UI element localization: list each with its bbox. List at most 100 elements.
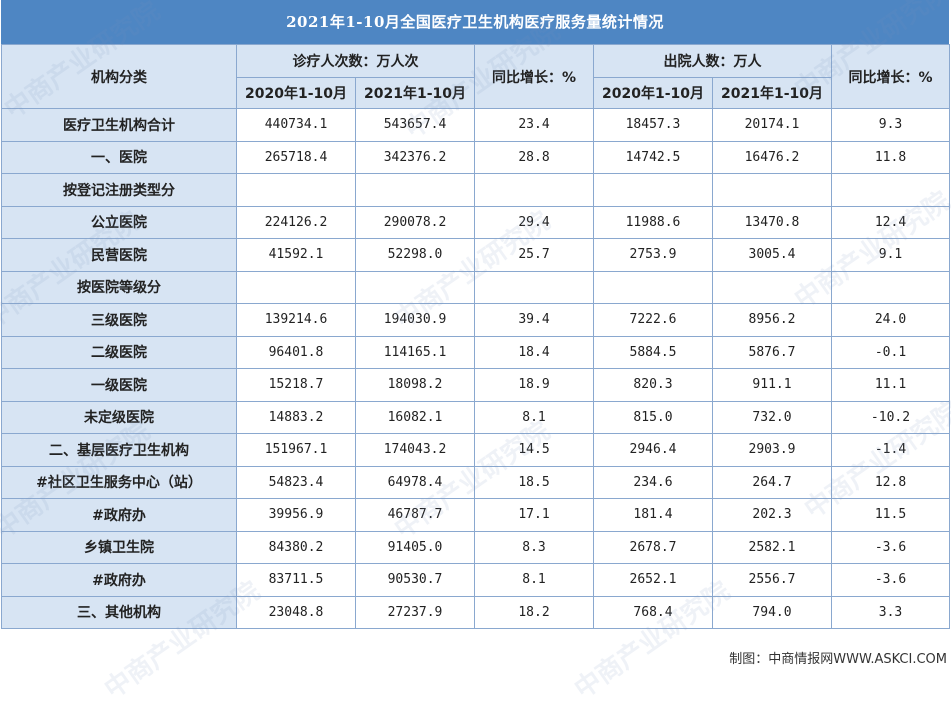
row-value-cell-d2020: 11988.6 [593,205,713,239]
row-value-cell-vyoy: 18.2 [474,595,594,629]
row-value-cell-dyoy: 12.8 [831,465,950,499]
row-value-cell-d2021: 911.1 [712,368,832,402]
table-row: 二级医院 96401.8 114165.1 18.4 5884.5 5876.7 -0.1 [1,335,950,369]
row-value-cell-v2020: 265718.4 [236,140,356,174]
row-value-cell-d2021: 2556.7 [712,563,832,597]
row-value-cell-v2021: 16082.1 [355,400,475,434]
row-value-cell-d2020: 18457.3 [593,108,713,142]
row-value-cell-dyoy: 12.4 [831,205,950,239]
row-value-cell-v2020: 39956.9 [236,498,356,532]
row-value-cell-dyoy: -0.1 [831,335,950,369]
table-row: #社区卫生服务中心（站） 54823.4 64978.4 18.5 234.6 264.7… [1,465,950,499]
row-value-cell-v2021: 90530.7 [355,563,475,597]
row-value-cell-vyoy: 25.7 [474,238,594,272]
row-value-cell-v2020: 15218.7 [236,368,356,402]
row-value-cell-v2021: 27237.9 [355,595,475,629]
row-value-cell-vyoy: 8.1 [474,563,594,597]
table-row: #政府办 39956.9 46787.7 17.1 181.4 202.3 11.5 [1,498,950,532]
row-value-cell-v2021: 91405.0 [355,530,475,564]
row-category-cell: 医疗卫生机构合计 [1,108,237,142]
row-value-cell-d2020 [593,173,713,207]
row-value-cell-vyoy: 39.4 [474,303,594,337]
header-discharge-yoy: 同比增长：% [831,44,950,109]
row-category-cell: 未定级医院 [1,400,237,434]
table-row: 一、医院 265718.4 342376.2 28.8 14742.5 16476.2 11… [1,140,950,174]
row-value-cell-d2020: 7222.6 [593,303,713,337]
table-row: #政府办 83711.5 90530.7 8.1 2652.1 2556.7 -3.6 [1,563,950,597]
table-row: 按登记注册类型分 [1,173,950,207]
row-value-cell-v2020: 224126.2 [236,205,356,239]
row-value-cell-v2020: 151967.1 [236,433,356,467]
row-value-cell-d2020: 5884.5 [593,335,713,369]
table-container: 2021年1-10月全国医疗卫生机构医疗服务量统计情况 机构分类 诊疗人次数：万… [1,0,950,629]
header-visits-2021: 2021年1-10月 [355,77,475,109]
table-row: 乡镇卫生院 84380.2 91405.0 8.3 2678.7 2582.1 -3.6 [1,530,950,564]
row-value-cell-dyoy: 3.3 [831,595,950,629]
row-value-cell-d2021: 732.0 [712,400,832,434]
header-row-1: 机构分类 诊疗人次数：万人次 同比增长：% 出院人数：万人 同比增长：% [1,44,950,109]
statistics-table: 机构分类 诊疗人次数：万人次 同比增长：% 出院人数：万人 同比增长：% 202… [1,44,950,629]
row-category-cell: 三级医院 [1,303,237,337]
row-value-cell-v2020: 54823.4 [236,465,356,499]
row-value-cell-dyoy: 11.8 [831,140,950,174]
table-row: 二、基层医疗卫生机构 151967.1 174043.2 14.5 2946.4 2903… [1,433,950,467]
row-value-cell-vyoy: 23.4 [474,108,594,142]
row-category-cell: 民营医院 [1,238,237,272]
row-category-cell: 按登记注册类型分 [1,173,237,207]
row-value-cell-v2020: 440734.1 [236,108,356,142]
row-value-cell-dyoy: 9.3 [831,108,950,142]
row-value-cell-v2020 [236,173,356,207]
row-value-cell-vyoy: 28.8 [474,140,594,174]
table-row: 三级医院 139214.6 194030.9 39.4 7222.6 8956.2 24.0 [1,303,950,337]
row-value-cell-v2021: 543657.4 [355,108,475,142]
row-value-cell-d2021: 264.7 [712,465,832,499]
row-value-cell-v2020: 23048.8 [236,595,356,629]
row-category-cell: #社区卫生服务中心（站） [1,465,237,499]
row-value-cell-d2020: 815.0 [593,400,713,434]
header-discharge-group: 出院人数：万人 [593,44,832,78]
row-value-cell-d2021: 2582.1 [712,530,832,564]
table-row: 医疗卫生机构合计 440734.1 543657.4 23.4 18457.3 20174… [1,108,950,142]
row-value-cell-v2020: 14883.2 [236,400,356,434]
source-credit: 制图：中商情报网WWW.ASKCI.COM [729,652,947,667]
row-value-cell-v2021: 174043.2 [355,433,475,467]
row-value-cell-d2021: 2903.9 [712,433,832,467]
row-value-cell-vyoy: 18.9 [474,368,594,402]
row-value-cell-v2021: 342376.2 [355,140,475,174]
row-value-cell-dyoy: -3.6 [831,530,950,564]
row-value-cell-v2020: 83711.5 [236,563,356,597]
row-value-cell-d2021: 16476.2 [712,140,832,174]
row-value-cell-d2020: 2753.9 [593,238,713,272]
row-value-cell-v2021: 52298.0 [355,238,475,272]
header-discharge-2020: 2020年1-10月 [593,77,713,109]
table-row: 一级医院 15218.7 18098.2 18.9 820.3 911.1 11.1 [1,368,950,402]
row-value-cell-d2021: 5876.7 [712,335,832,369]
row-value-cell-d2021: 13470.8 [712,205,832,239]
row-value-cell-vyoy [474,173,594,207]
row-value-cell-d2020: 2652.1 [593,563,713,597]
table-row: 未定级医院 14883.2 16082.1 8.1 815.0 732.0 -10.2 [1,400,950,434]
row-value-cell-dyoy: -3.6 [831,563,950,597]
row-value-cell-dyoy [831,173,950,207]
row-category-cell: #政府办 [1,498,237,532]
row-value-cell-vyoy: 18.4 [474,335,594,369]
row-value-cell-v2021: 194030.9 [355,303,475,337]
row-value-cell-d2020: 181.4 [593,498,713,532]
row-value-cell-vyoy [474,270,594,304]
row-value-cell-d2020: 820.3 [593,368,713,402]
row-value-cell-v2021: 114165.1 [355,335,475,369]
row-value-cell-vyoy: 29.4 [474,205,594,239]
row-value-cell-d2021 [712,270,832,304]
row-value-cell-vyoy: 8.1 [474,400,594,434]
row-value-cell-v2021: 290078.2 [355,205,475,239]
row-value-cell-d2020: 768.4 [593,595,713,629]
table-row: 公立医院 224126.2 290078.2 29.4 11988.6 13470.8 12… [1,205,950,239]
header-discharge-2021: 2021年1-10月 [712,77,832,109]
row-value-cell-v2020: 96401.8 [236,335,356,369]
row-value-cell-d2021: 3005.4 [712,238,832,272]
table-row: 三、其他机构 23048.8 27237.9 18.2 768.4 794.0 3.3 [1,595,950,629]
table-row: 按医院等级分 [1,270,950,304]
row-category-cell: 按医院等级分 [1,270,237,304]
row-value-cell-dyoy: 9.1 [831,238,950,272]
row-value-cell-v2021: 46787.7 [355,498,475,532]
